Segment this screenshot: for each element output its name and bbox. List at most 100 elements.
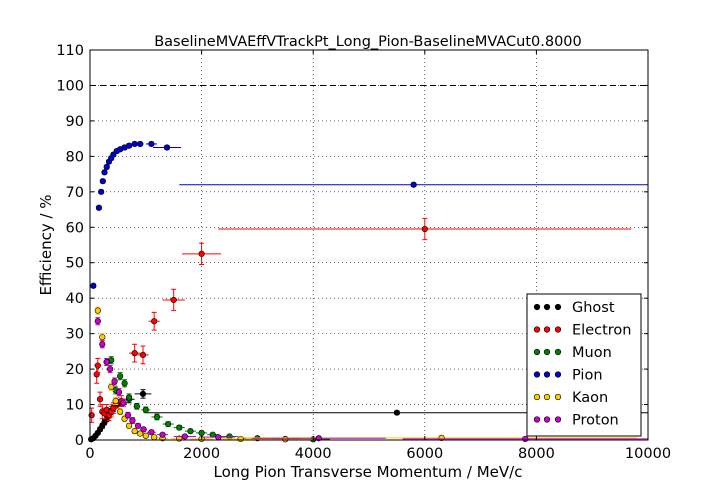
legend-marker-electron [533,326,541,333]
y-tick-label: 70 [66,185,84,201]
x-tick-label: 2000 [183,446,220,462]
y-tick-label: 20 [66,362,84,378]
legend-marker-ghost [543,303,551,311]
pion-marker [99,178,106,185]
pion-marker [98,188,105,195]
proton-point [111,377,118,386]
electron-point [218,217,632,241]
electron-marker [131,350,138,357]
series-proton [94,317,648,443]
pion-marker [125,142,133,149]
proton-point [156,431,169,438]
proton-marker [140,426,147,433]
legend-marker-electron [554,326,562,333]
kaon-point [125,422,133,429]
kaon-marker [99,334,106,341]
muon-point [196,429,208,437]
x-tick-label: 4000 [295,446,332,462]
proton-marker [148,429,155,436]
muon-marker [121,380,128,387]
ghost-marker [139,390,147,398]
electron-point [96,391,104,407]
y-axis-label: Efficiency / % [37,194,55,295]
electron-marker [151,318,158,325]
pion-point [145,140,157,148]
legend-marker-kaon [554,393,562,401]
muon-marker [125,394,133,401]
pion-marker [95,204,103,211]
series-pion [90,140,648,289]
muon-marker [117,373,124,380]
kaon-point [117,408,124,415]
legend-label-proton: Proton [572,413,619,429]
pion-point [99,178,106,185]
proton-marker [111,378,118,385]
y-tick-label: 50 [66,256,84,272]
proton-marker [99,341,106,348]
proton-point [140,426,147,433]
kaon-marker [131,428,138,435]
muon-point [133,402,141,410]
pion-point [179,181,648,188]
x-axis-label: Long Pion Transverse Momentum / MeV/c [214,463,523,481]
kaon-marker [237,435,244,443]
pion-point [90,282,97,289]
x-tick-label: 6000 [406,446,443,462]
muon-point [151,413,163,421]
y-tick-label: 40 [66,291,84,307]
proton-marker [134,422,142,429]
muon-marker [165,420,172,428]
electron-marker [198,250,205,257]
pion-point [153,144,181,151]
proton-marker [159,431,166,438]
electron-point [162,288,185,312]
proton-point [146,429,156,436]
pion-marker [90,282,97,289]
kaon-marker [112,397,119,405]
legend-marker-muon [533,348,541,356]
muon-marker [153,413,161,421]
legend-marker-kaon [533,393,541,401]
muon-marker [176,424,183,431]
y-tick-label: 0 [75,433,84,449]
pion-marker [101,169,108,176]
proton-marker [522,435,529,443]
proton-marker [215,434,222,441]
x-tick-label: 0 [85,446,94,462]
legend-label-muon: Muon [572,345,612,361]
muon-marker [226,433,233,440]
kaon-point [94,306,101,315]
legend-label-electron: Electron [572,323,631,339]
proton-point [124,411,132,419]
muon-point [162,420,174,428]
muon-point [125,393,133,402]
proton-point [99,340,106,349]
muon-marker [187,428,194,435]
kaon-marker [282,436,289,443]
y-tick-label: 90 [66,114,84,130]
kaon-point [142,432,150,439]
pion-marker [163,144,171,151]
legend-marker-pion [533,371,541,378]
pion-point [110,151,117,158]
pion-marker [410,181,417,188]
pion-point [98,188,105,195]
electron-marker [139,351,147,359]
pion-point [125,142,133,149]
y-tick-label: 100 [56,78,84,94]
y-tick-label: 30 [66,327,84,343]
muon-point [184,428,197,435]
proton-point [120,398,127,407]
legend-marker-ghost [533,303,541,311]
proton-point [94,317,101,326]
muon-point [173,424,185,431]
proton-marker [124,412,132,419]
pion-point [101,169,108,176]
muon-marker [209,431,216,438]
kaon-point [131,428,138,435]
proton-marker [106,365,114,373]
legend-marker-pion [554,371,562,378]
legend-marker-proton [554,416,562,423]
proton-point [134,422,142,429]
chart-title: BaselineMVAEffVTrackPt_Long_Pion-Baselin… [154,34,582,50]
